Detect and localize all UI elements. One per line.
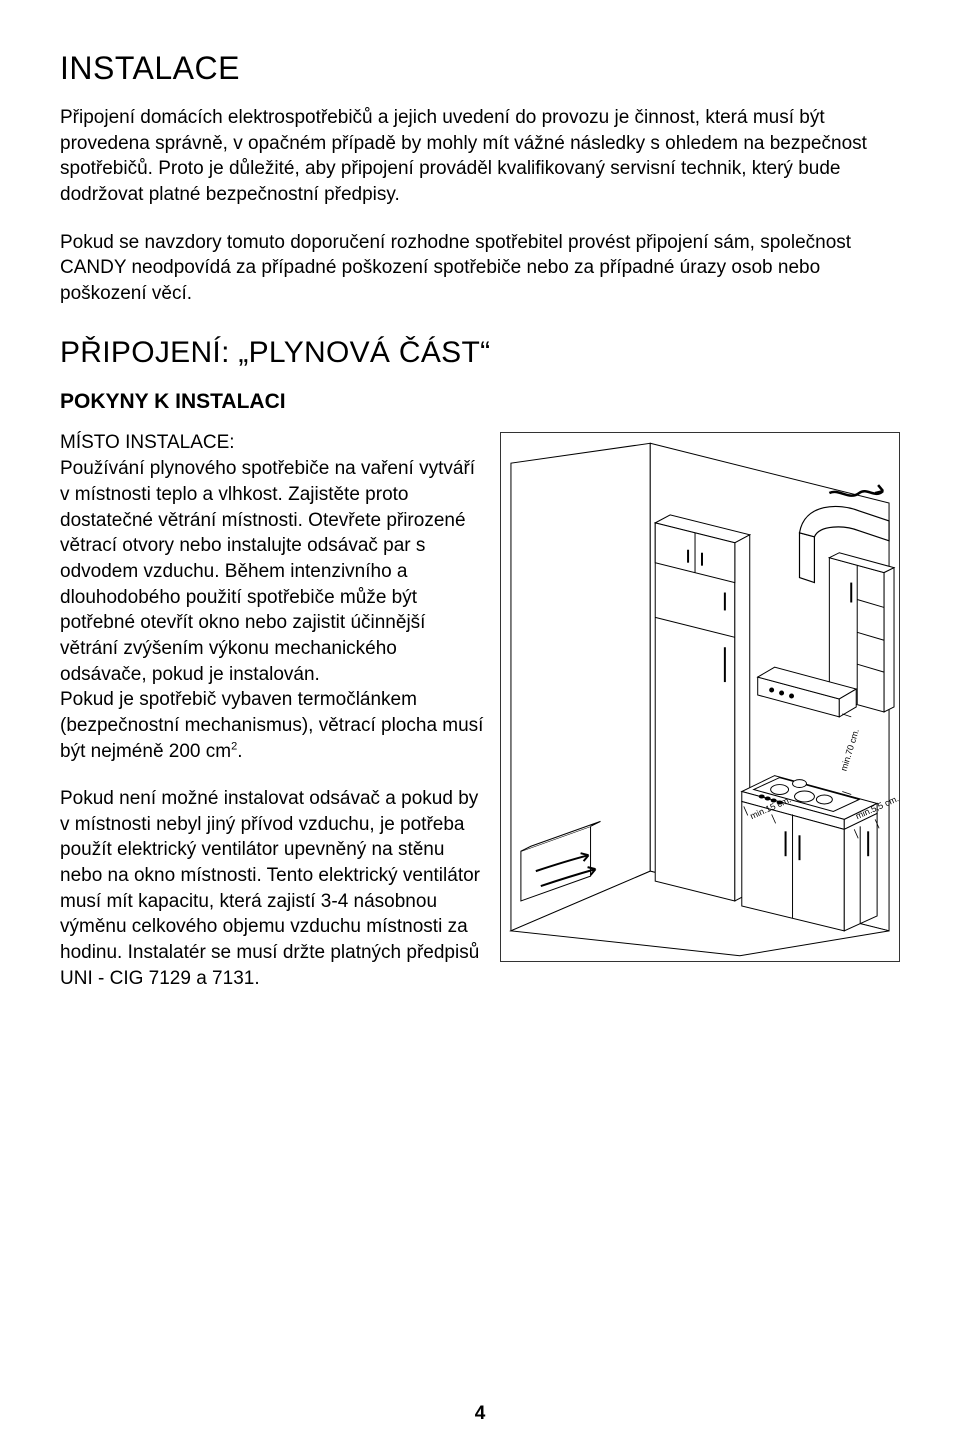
subsection-heading: POKYNY K INSTALACI — [60, 390, 900, 414]
page-title: INSTALACE — [60, 50, 900, 87]
text-column: MÍSTO INSTALACE: Používání plynového spo… — [60, 432, 488, 991]
body-paragraph-1b: Pokud je spotřebič vybaven termočlánkem … — [60, 687, 488, 764]
intro-paragraph-1: Připojení domácích elektrospotřebičů a j… — [60, 105, 900, 208]
intro-paragraph-2: Pokud se navzdory tomuto doporučení rozh… — [60, 230, 900, 307]
body1b-post: . — [237, 741, 242, 762]
body-paragraph-1a: Používání plynového spotřebiče na vaření… — [60, 456, 488, 687]
body-paragraph-2: Pokud není možné instalovat odsávač a po… — [60, 786, 488, 991]
body1b-pre: Pokud je spotřebič vybaven termočlánkem … — [60, 689, 483, 761]
diagram-column: min.70 cm. min.15 cm. min.5,5 cm. — [500, 432, 900, 991]
location-subheading: MÍSTO INSTALACE: — [60, 432, 488, 454]
section-heading: PŘIPOJENÍ: „PLYNOVÁ ČÁST“ — [60, 336, 900, 370]
content-row: MÍSTO INSTALACE: Používání plynového spo… — [60, 432, 900, 991]
page-number: 4 — [475, 1403, 486, 1425]
kitchen-diagram: min.70 cm. min.15 cm. min.5,5 cm. — [500, 432, 900, 962]
